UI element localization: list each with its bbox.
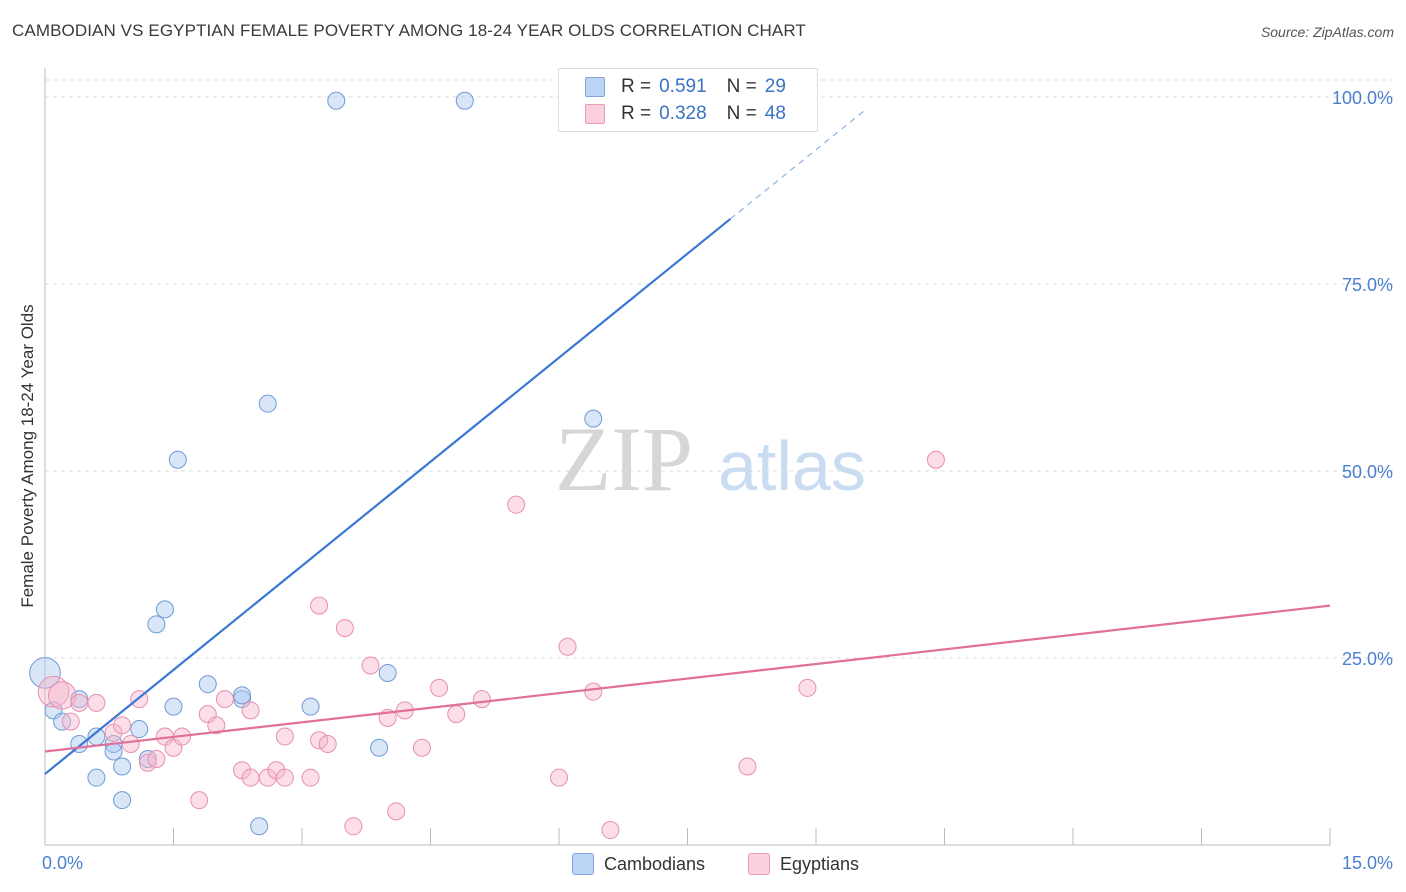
egyptians-point — [61, 712, 80, 731]
cambodians-point — [198, 675, 217, 694]
legend-swatch-cambodians — [585, 77, 605, 97]
egyptians-point — [601, 821, 620, 840]
bottom-legend-label-cambodians: Cambodians — [604, 853, 706, 874]
bottom-legend-swatch-egyptians — [748, 853, 770, 875]
cambodians-point — [155, 600, 174, 619]
watermark-zip: ZIP — [555, 408, 693, 510]
egyptians-point — [207, 716, 226, 735]
legend-row-cambodians: R = 0.591 N = 29 — [585, 75, 786, 99]
legend-r-label: R = — [621, 76, 652, 97]
cambodians-trend-extension — [729, 107, 868, 220]
egyptians-point — [310, 596, 329, 615]
egyptians-point — [387, 802, 406, 821]
cambodians-point — [378, 663, 397, 682]
source-label: Source: ZipAtlas.com — [1260, 24, 1394, 40]
tick-labels: 25.0% 50.0% 75.0% 100.0% 0.0% 15.0% — [42, 88, 1393, 873]
cambodians-trend-line — [44, 218, 732, 775]
cambodians-point — [233, 686, 252, 705]
egyptians-point — [447, 705, 466, 724]
trend-lines — [44, 107, 1331, 775]
legend-n-value: 48 — [764, 103, 786, 124]
egyptians-point — [584, 682, 603, 701]
egyptians-point — [361, 656, 380, 675]
legend-r-label: R = — [621, 103, 652, 124]
egyptians-point — [301, 768, 320, 787]
cambodians-point — [87, 768, 106, 787]
cambodians-point — [301, 697, 320, 716]
cambodians-point — [258, 394, 277, 413]
legend-r-value: 0.328 — [659, 103, 707, 124]
y-tick-label: 50.0% — [1342, 462, 1393, 482]
egyptians-point — [275, 727, 294, 746]
legend-n-label: N = — [726, 76, 757, 97]
egyptians-point — [430, 678, 449, 697]
egyptians-point — [87, 693, 106, 712]
egyptians-point — [37, 675, 70, 708]
cambodians-point — [327, 91, 346, 110]
cambodians-point — [147, 615, 166, 634]
cambodians-point — [168, 450, 187, 469]
stats-legend: R = 0.591 N = 29 R = 0.328 N = 48 — [558, 68, 818, 132]
data-points — [29, 91, 945, 840]
bottom-legend-egyptians: Egyptians — [748, 852, 859, 876]
bottom-legend-cambodians: Cambodians — [572, 852, 705, 876]
cambodians-point — [104, 742, 123, 761]
egyptians-point — [147, 749, 166, 768]
egyptians-point — [507, 495, 526, 514]
legend-n-label: N = — [726, 103, 757, 124]
cambodians-point — [113, 791, 132, 810]
egyptians-point — [344, 817, 363, 836]
y-tick-label: 100.0% — [1332, 88, 1393, 108]
cambodians-point — [250, 817, 269, 836]
watermark-atlas: atlas — [718, 427, 866, 505]
gridlines — [45, 79, 1395, 659]
egyptians-point — [121, 735, 140, 754]
egyptians-point — [926, 450, 945, 469]
cambodians-point — [164, 697, 183, 716]
cambodians-point — [370, 738, 389, 757]
bottom-legend-label-egyptians: Egyptians — [780, 853, 860, 874]
legend-row-egyptians: R = 0.328 N = 48 — [585, 102, 786, 126]
cambodians-point — [130, 720, 149, 739]
egyptians-point — [215, 690, 234, 709]
legend-n-value: 29 — [764, 76, 786, 97]
egyptians-point — [798, 678, 817, 697]
cambodians-point — [455, 91, 474, 110]
cambodians-point — [113, 757, 132, 776]
egyptians-point — [310, 731, 329, 750]
cambodians-point — [70, 690, 89, 709]
axes — [44, 68, 1331, 846]
bottom-legend-swatch-cambodians — [572, 853, 594, 875]
egyptians-point — [738, 757, 757, 776]
cambodians-point — [584, 409, 603, 428]
egyptians-point — [138, 753, 157, 772]
y-tick-label: 75.0% — [1342, 275, 1393, 295]
egyptians-point — [275, 768, 294, 787]
cambodians-point — [29, 657, 61, 689]
egyptians-point — [113, 716, 132, 735]
y-axis-label: Female Poverty Among 18-24 Year Olds — [18, 304, 37, 607]
egyptians-point — [190, 791, 209, 810]
egyptians-point — [550, 768, 568, 787]
egyptians-trend-line — [44, 604, 1331, 753]
egyptians-point — [318, 735, 337, 754]
chart-title: CAMBODIAN VS EGYPTIAN FEMALE POVERTY AMO… — [12, 21, 806, 40]
watermark: ZIP atlas — [555, 408, 866, 510]
egyptians-point — [412, 738, 431, 757]
x-tick-label: 0.0% — [42, 853, 83, 873]
egyptians-point — [241, 701, 260, 720]
egyptians-point — [472, 690, 491, 709]
egyptians-point — [70, 693, 89, 712]
legend-r-value: 0.591 — [659, 76, 707, 97]
egyptians-point — [335, 619, 354, 638]
egyptians-point — [241, 768, 260, 787]
x-tick-label: 15.0% — [1342, 853, 1393, 873]
egyptians-point — [558, 637, 577, 656]
legend-swatch-egyptians — [585, 104, 605, 124]
y-tick-label: 25.0% — [1342, 649, 1393, 669]
